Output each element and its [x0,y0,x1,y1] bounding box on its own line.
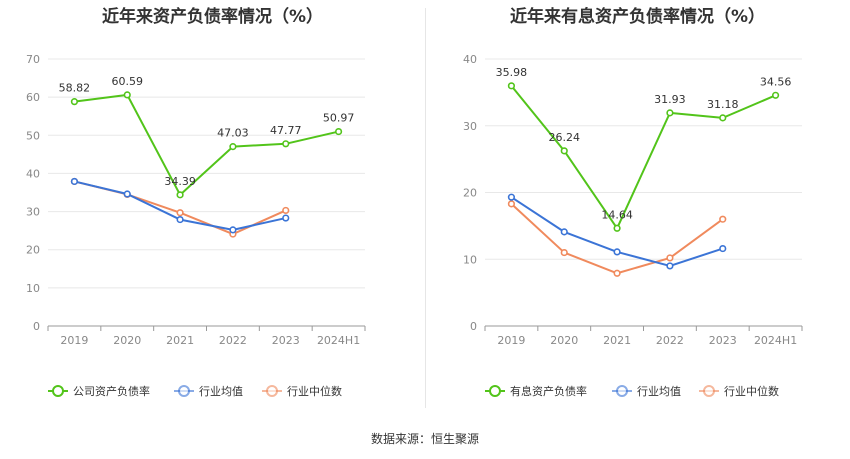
legend-item-company: 有息资产负债率 [485,384,587,398]
data-point-industry_avg [282,214,290,222]
data-point-company [719,114,727,122]
y-tick-label: 0 [470,320,477,333]
data-point-industry_median [719,215,727,223]
data-point-industry_avg [229,226,237,234]
legend-marker [52,385,64,397]
legend-item-company: 公司资产负债率 [48,384,150,398]
data-point-industry_avg [719,244,727,253]
data-label: 31.93 [654,93,686,106]
data-point-industry_avg [613,248,621,256]
data-label: 35.98 [496,66,528,79]
data-point-industry_median [507,200,516,208]
data-label: 14.64 [601,208,633,221]
data-point-industry_avg [560,228,568,236]
x-tick-label: 2019 [60,334,88,347]
y-tick-label: 30 [463,120,477,133]
legend-label: 有息资产负债率 [510,384,587,398]
legend-label: 公司资产负债率 [73,384,150,398]
debt-ratio-chart: 0 10 20 30 40 50 60 70 2019 2020 2021 2022 2023 2024H… [26,53,366,398]
data-point-industry_median [613,269,621,277]
legend-item-industry_median: 行业中位数 [262,384,342,398]
data-point-company [507,82,516,90]
legend-item-industry_avg: 行业均值 [174,385,243,398]
y-tick-label: 50 [26,129,40,142]
data-point-company [70,98,79,106]
series-line-company [74,93,339,196]
data-label: 50.97 [323,112,355,125]
x-tick-label: 2022 [656,334,684,347]
data-label: 47.77 [270,124,302,137]
data-label: 26.24 [549,131,581,144]
data-point-industry_median [282,206,290,215]
panel-divider [425,8,426,408]
data-point-industry_median [666,254,674,262]
x-tick-label: 2023 [272,334,300,347]
x-tick-label: 2021 [166,334,194,347]
interest-debt-ratio-chart-panel: 近年来有息资产负债率情况（%） 0 10 20 30 40 2019 2020 2021 202… [425,0,850,410]
data-label: 58.82 [59,82,91,95]
y-tick-label: 0 [33,320,40,333]
y-tick-label: 30 [26,206,40,219]
legend-label: 行业中位数 [287,384,342,398]
data-point-company [334,127,343,136]
data-point-company [613,224,621,232]
y-tick-label: 40 [26,167,40,180]
x-tick-label: 2020 [113,334,141,347]
y-tick-label: 40 [463,53,477,66]
interest-debt-ratio-chart: 0 10 20 30 40 2019 2020 2021 2022 2023 2024H1 35.98… [463,53,803,398]
y-tick-label: 20 [26,244,40,257]
data-point-company [123,91,131,99]
y-tick-label: 70 [26,53,40,66]
legend-label: 行业中位数 [724,384,779,398]
data-point-industry_avg [70,177,79,186]
data-point-industry_median [560,248,568,257]
x-tick-label: 2023 [709,334,737,347]
legend-label: 行业均值 [199,385,243,398]
data-label: 60.59 [112,75,144,88]
data-label: 34.39 [164,175,196,188]
legend-marker [703,385,715,397]
y-tick-label: 60 [26,91,40,104]
data-point-industry_avg [666,262,674,270]
series-line-company [510,85,776,230]
legend-item-industry_avg: 行业均值 [612,385,681,398]
y-tick-label: 10 [463,253,477,266]
legend-marker [489,385,501,397]
y-tick-label: 20 [463,187,477,200]
x-tick-label: 2024H1 [317,334,360,347]
data-point-industry_avg [176,215,184,224]
data-point-company [176,191,184,199]
data-label: 47.03 [217,127,249,140]
chart-title: 近年来资产负债率情况（%） [101,7,324,27]
chart-title: 近年来有息资产负债率情况（%） [509,7,766,27]
y-tick-label: 10 [26,282,40,295]
x-tick-label: 2024H1 [754,334,797,347]
debt-ratio-chart-panel: 近年来资产负债率情况（%） 0 10 20 30 40 50 60 70 2019 2020 202… [0,0,425,410]
data-label: 34.56 [760,75,792,88]
data-point-company [560,147,568,155]
data-point-company [771,91,780,99]
x-tick-label: 2020 [550,334,578,347]
data-label: 31.18 [707,98,739,111]
legend-marker [266,385,278,397]
legend-label: 行业均值 [637,385,681,398]
data-point-company [666,109,674,117]
data-point-industry_avg [507,193,516,201]
data-point-company [282,140,290,148]
data-point-industry_avg [123,190,131,198]
x-tick-label: 2022 [219,334,247,347]
x-tick-label: 2021 [603,334,631,347]
data-source-note: 数据来源：恒生聚源 [370,432,479,446]
data-point-industry_median [176,209,184,217]
x-tick-label: 2019 [497,334,525,347]
legend-marker [178,385,190,397]
legend-marker [616,385,628,397]
legend-item-industry_median: 行业中位数 [699,384,779,398]
data-point-company [229,143,237,151]
